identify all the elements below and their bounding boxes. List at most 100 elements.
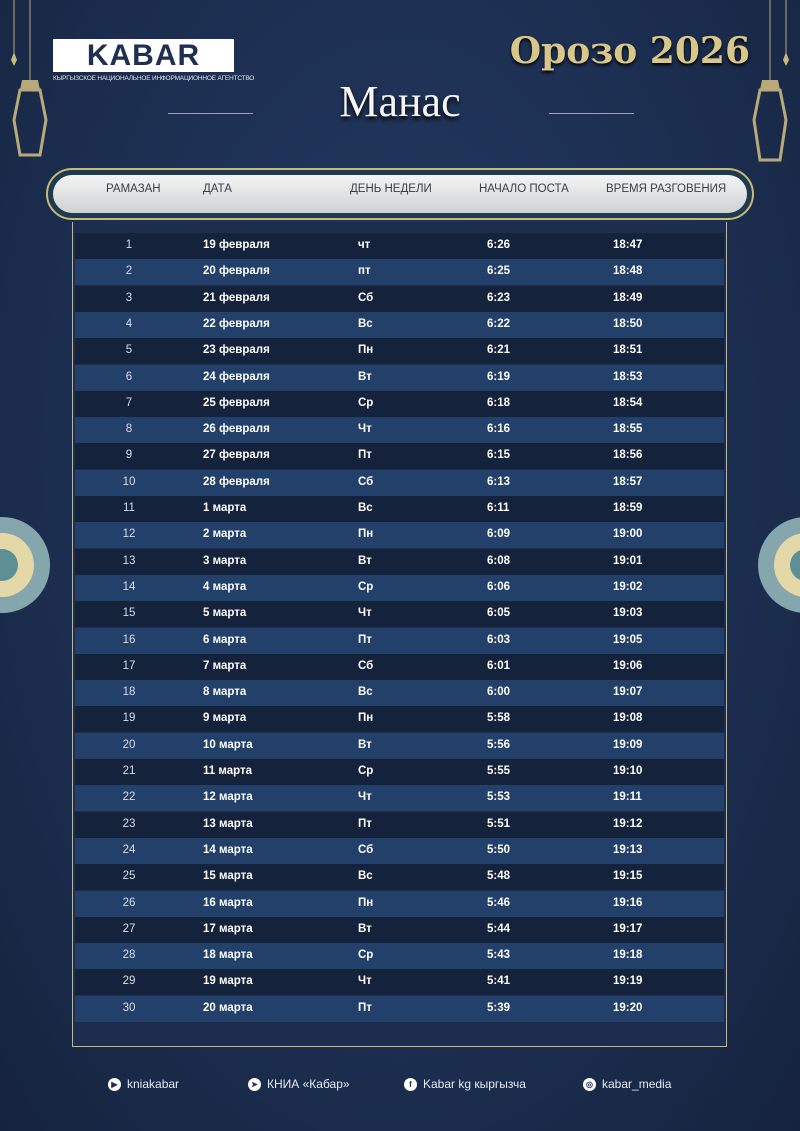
- cell-iftar-time: 19:20: [613, 1001, 643, 1014]
- cell-iftar-time: 18:51: [613, 344, 643, 357]
- instagram-icon: ◎: [583, 1077, 596, 1091]
- cell-fast-start: 6:15: [487, 449, 511, 462]
- table-header: РАМАЗАН ДАТА ДЕНЬ НЕДЕЛИ НАЧАЛО ПОСТА ВР…: [46, 168, 754, 220]
- cell-ramadan-day: 13: [122, 554, 136, 567]
- cell-ramadan-day: 7: [125, 396, 133, 409]
- cell-date: 6 марта: [203, 633, 247, 646]
- table-row: 21 11 марта Ср 5:55 19:10: [75, 759, 724, 785]
- table-row: 27 17 марта Вт 5:44 19:17: [75, 916, 724, 943]
- cell-date: 20 февраля: [203, 265, 270, 278]
- table-row: 3 21 февраля Сб 6:23 18:49: [75, 285, 724, 312]
- column-header-weekday: ДЕНЬ НЕДЕЛИ: [350, 183, 432, 195]
- table-row: 25 15 марта Вс 5:48 19:15: [75, 864, 724, 891]
- mandala-ornament-icon: [0, 517, 50, 613]
- cell-weekday: Вс: [358, 870, 373, 883]
- footer-telegram[interactable]: ➤ КНИА «Кабар»: [248, 1077, 350, 1091]
- cell-ramadan-day: 11: [123, 502, 135, 514]
- cell-fast-start: 6:19: [487, 370, 511, 383]
- cell-fast-start: 6:13: [487, 475, 511, 488]
- cell-iftar-time: 19:01: [613, 554, 643, 567]
- table-row: 6 24 февраля Вт 6:19 18:53: [75, 364, 724, 391]
- cell-ramadan-day: 14: [122, 580, 136, 593]
- table-row: 30 20 марта Пт 5:39 19:20: [75, 995, 724, 1022]
- cell-iftar-time: 18:54: [613, 396, 643, 409]
- cell-weekday: Ср: [358, 580, 374, 593]
- footer-label: kniakabar: [127, 1077, 180, 1091]
- table-row: 2 20 февраля пт 6:25 18:48: [75, 259, 724, 286]
- cell-weekday: Ср: [358, 949, 374, 962]
- cell-iftar-time: 18:59: [613, 502, 643, 514]
- cell-fast-start: 6:23: [487, 291, 511, 304]
- table-row: 5 23 февраля Пн 6:21 18:51: [75, 338, 724, 365]
- cell-date: 26 февраля: [203, 423, 270, 436]
- cell-weekday: Чт: [358, 791, 372, 804]
- cell-fast-start: 5:48: [487, 870, 511, 883]
- cell-weekday: Пн: [358, 712, 374, 725]
- cell-weekday: Сб: [358, 843, 374, 856]
- cell-ramadan-day: 10: [122, 475, 136, 488]
- cell-ramadan-day: 16: [122, 633, 136, 646]
- cell-weekday: Пт: [358, 449, 372, 462]
- cell-ramadan-day: 30: [122, 1001, 136, 1014]
- cell-date: 19 марта: [203, 975, 253, 988]
- cell-fast-start: 5:51: [487, 817, 511, 830]
- column-header-ramadan: РАМАЗАН: [106, 183, 161, 195]
- cell-date: 18 марта: [203, 949, 253, 962]
- cell-iftar-time: 19:15: [613, 870, 643, 883]
- cell-date: 23 февраля: [203, 344, 270, 357]
- cell-iftar-time: 19:09: [613, 738, 643, 751]
- cell-iftar-time: 18:48: [613, 265, 643, 278]
- cell-weekday: чт: [358, 239, 371, 251]
- cell-ramadan-day: 20: [122, 738, 136, 751]
- cell-weekday: Пн: [358, 896, 374, 909]
- cell-weekday: Пт: [358, 817, 372, 830]
- cell-weekday: Чт: [358, 423, 372, 436]
- facebook-icon: f: [404, 1077, 417, 1091]
- table-row: 24 14 марта Сб 5:50 19:13: [75, 837, 724, 864]
- cell-iftar-time: 19:00: [613, 528, 643, 541]
- cell-iftar-time: 19:02: [613, 580, 643, 593]
- cell-date: 8 марта: [203, 686, 247, 699]
- footer-youtube[interactable]: ▶ kniakabar: [108, 1077, 179, 1091]
- cell-ramadan-day: 6: [125, 370, 133, 383]
- table-row: 12 2 марта Пн 6:09 19:00: [75, 522, 724, 549]
- cell-weekday: пт: [358, 265, 371, 278]
- cell-iftar-time: 18:49: [613, 291, 643, 304]
- cell-ramadan-day: 15: [122, 607, 136, 620]
- cell-date: 17 марта: [203, 922, 253, 935]
- cell-fast-start: 6:03: [487, 633, 511, 646]
- cell-fast-start: 6:06: [487, 580, 511, 593]
- cell-weekday: Вт: [358, 738, 372, 751]
- cell-ramadan-day: 26: [122, 896, 136, 909]
- cell-fast-start: 5:46: [487, 896, 511, 909]
- cell-date: 12 марта: [203, 791, 253, 804]
- cell-ramadan-day: 2: [125, 265, 133, 278]
- cell-fast-start: 5:39: [487, 1001, 511, 1014]
- cell-ramadan-day: 22: [122, 791, 136, 804]
- table-row: 29 19 марта Чт 5:41 19:19: [75, 969, 724, 996]
- cell-date: 20 марта: [203, 1001, 253, 1014]
- cell-iftar-time: 18:50: [613, 317, 643, 330]
- cell-iftar-time: 19:13: [613, 843, 643, 856]
- cell-date: 21 февраля: [203, 291, 270, 304]
- cell-ramadan-day: 19: [122, 712, 136, 725]
- cell-date: 15 марта: [203, 870, 253, 883]
- cell-ramadan-day: 12: [122, 528, 136, 541]
- cell-fast-start: 6:08: [487, 554, 511, 567]
- cell-ramadan-day: 23: [122, 817, 136, 830]
- youtube-icon: ▶: [108, 1077, 121, 1091]
- cell-ramadan-day: 27: [122, 922, 136, 935]
- cell-ramadan-day: 8: [125, 423, 133, 436]
- cell-iftar-time: 19:11: [613, 791, 642, 804]
- footer-facebook[interactable]: f Kabar kg кыргызча: [404, 1077, 526, 1091]
- kabar-logo: KABAR: [53, 39, 234, 72]
- table-row: 14 4 марта Ср 6:06 19:02: [75, 574, 724, 601]
- footer-instagram[interactable]: ◎ kabar_media: [583, 1077, 671, 1091]
- table-row: 28 18 марта Ср 5:43 19:18: [75, 943, 724, 970]
- cell-iftar-time: 19:19: [613, 975, 643, 988]
- cell-date: 28 февраля: [203, 475, 270, 488]
- table-row: 1 19 февраля чт 6:26 18:47: [75, 233, 724, 259]
- city-title: Манас: [339, 77, 461, 126]
- cell-fast-start: 6:09: [487, 528, 511, 541]
- footer-label: kabar_media: [602, 1077, 672, 1091]
